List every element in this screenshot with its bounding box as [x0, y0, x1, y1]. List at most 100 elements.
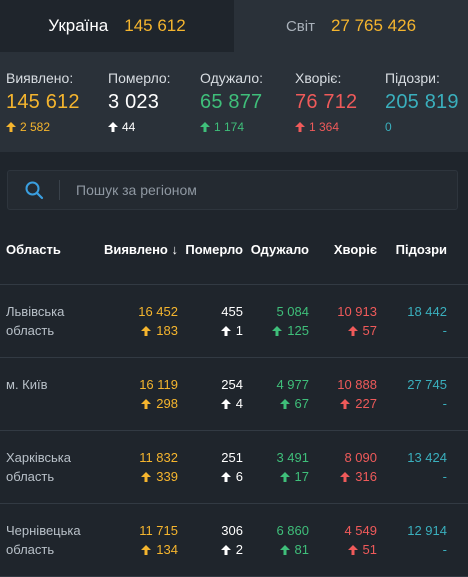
row-found: 11 832 339	[100, 431, 178, 503]
row-suspected: 12 914 -	[377, 504, 457, 576]
row-found-value: 11 715	[139, 523, 178, 538]
search-divider	[59, 180, 60, 200]
row-suspected: 18 442 -	[377, 285, 457, 357]
row-suspected: 13 424 -	[377, 431, 457, 503]
row-found: 16 452 183	[100, 285, 178, 357]
table-row[interactable]: м. Київ 16 119 298 254 4 4 977 67 10 888…	[0, 358, 468, 431]
row-dead-delta: 1	[178, 321, 243, 341]
row-sick: 4 549 51	[309, 504, 377, 576]
row-sick-delta: 316	[309, 467, 377, 487]
row-suspected-value: 12 914	[407, 523, 447, 538]
row-sick-delta: 57	[309, 321, 377, 341]
row-suspected-delta: -	[442, 396, 447, 411]
row-sick-value: 4 549	[344, 523, 377, 538]
header-sick[interactable]: Хворіє	[333, 241, 377, 257]
search-input[interactable]	[74, 181, 418, 199]
row-region: Харківська область	[6, 450, 71, 484]
row-found-delta: 134	[100, 540, 178, 560]
table-row[interactable]: Чернівецька область 11 715 134 306 2 6 8…	[0, 504, 468, 577]
row-recovered: 6 860 81	[243, 504, 309, 576]
row-recovered-delta-value: 17	[294, 469, 309, 484]
arrow-up-icon	[295, 122, 305, 132]
tab-world[interactable]: Світ 27 765 426	[234, 0, 468, 52]
stat-found-label: Виявлено:	[6, 70, 74, 86]
row-region: м. Київ	[6, 377, 48, 392]
row-dead-delta-value: 6	[235, 469, 243, 484]
header-dead[interactable]: Померло	[185, 241, 243, 257]
row-dead-delta: 2	[178, 540, 243, 560]
tab-ukraine-value: 145 612	[124, 16, 186, 35]
row-suspected-delta: -	[442, 323, 447, 338]
stat-recovered-delta: 1 174	[200, 120, 295, 134]
stat-sick-delta-value: 1 364	[309, 120, 340, 134]
row-recovered-value: 4 977	[276, 377, 309, 392]
arrow-up-icon	[347, 326, 358, 336]
stat-dead-value: 3 023	[108, 91, 160, 113]
row-dead-value: 306	[221, 523, 243, 538]
stat-suspected-value: 205 819	[385, 91, 459, 113]
row-dead: 455 1	[178, 285, 243, 357]
stat-sick: Хворіє: 76 712 1 364	[295, 52, 385, 152]
arrow-up-icon	[272, 326, 283, 336]
row-sick: 8 090 316	[309, 431, 377, 503]
row-suspected-value: 27 745	[407, 377, 447, 392]
row-region: Львівська область	[6, 304, 65, 338]
stat-found-value: 145 612	[6, 91, 80, 113]
stat-sick-label: Хворіє:	[295, 70, 342, 86]
row-sick-value: 8 090	[344, 450, 377, 465]
arrow-up-icon	[200, 122, 210, 132]
row-dead: 251 6	[178, 431, 243, 503]
row-recovered-delta: 81	[243, 540, 309, 560]
tab-world-value: 27 765 426	[330, 16, 417, 35]
row-dead-delta-value: 1	[235, 323, 243, 338]
stat-recovered-label: Одужало:	[200, 70, 264, 86]
stat-found: Виявлено: 145 612 2 582	[6, 52, 108, 152]
row-recovered-delta: 125	[243, 321, 309, 341]
arrow-up-icon	[141, 399, 152, 409]
table-row[interactable]: Харківська область 11 832 339 251 6 3 49…	[0, 431, 468, 504]
search-box[interactable]	[7, 170, 458, 210]
arrow-up-icon	[6, 122, 16, 132]
stat-dead-label: Померло:	[108, 70, 171, 86]
arrow-up-icon	[279, 545, 290, 555]
row-dead-delta-value: 2	[235, 542, 243, 557]
row-dead: 306 2	[178, 504, 243, 576]
row-recovered-value: 3 491	[276, 450, 309, 465]
arrow-up-icon	[220, 545, 231, 555]
row-found-delta: 339	[100, 467, 178, 487]
stat-suspected-delta-value: 0	[385, 120, 392, 134]
row-recovered: 4 977 67	[243, 358, 309, 430]
search-bar	[0, 152, 468, 210]
tab-world-label: Світ	[285, 17, 315, 35]
row-found-delta: 183	[100, 321, 178, 341]
row-suspected-delta: -	[442, 542, 447, 557]
row-sick-delta: 51	[309, 540, 377, 560]
row-suspected: 27 745 -	[377, 358, 457, 430]
stat-sick-delta: 1 364	[295, 120, 385, 134]
row-sick: 10 888 227	[309, 358, 377, 430]
summary-stats: Виявлено: 145 612 2 582 Померло: 3 023 4…	[0, 52, 468, 152]
row-dead-value: 455	[221, 304, 243, 319]
row-found: 16 119 298	[100, 358, 178, 430]
arrow-up-icon	[220, 326, 231, 336]
row-dead-delta: 4	[178, 394, 243, 414]
row-region: Чернівецька область	[6, 523, 81, 557]
row-recovered-delta: 17	[243, 467, 309, 487]
header-suspected[interactable]: Підозри	[395, 241, 447, 257]
search-icon[interactable]	[24, 180, 44, 200]
row-found-delta-value: 339	[156, 469, 178, 484]
row-dead-delta: 6	[178, 467, 243, 487]
stat-recovered-value: 65 877	[200, 91, 263, 113]
table-row[interactable]: Львівська область 16 452 183 455 1 5 084…	[0, 285, 468, 358]
stat-dead-delta: 44	[108, 120, 200, 134]
header-recovered[interactable]: Одужало	[250, 241, 309, 257]
row-found-delta-value: 134	[156, 542, 178, 557]
tab-ukraine[interactable]: Україна 145 612	[0, 0, 234, 52]
header-found[interactable]: Виявлено ↓	[100, 242, 178, 257]
row-recovered-delta: 67	[243, 394, 309, 414]
row-recovered-delta-value: 67	[294, 396, 309, 411]
row-sick: 10 913 57	[309, 285, 377, 357]
header-region[interactable]: Область	[6, 241, 61, 257]
row-suspected-value: 18 442	[407, 304, 447, 319]
row-suspected-delta: -	[442, 469, 447, 484]
